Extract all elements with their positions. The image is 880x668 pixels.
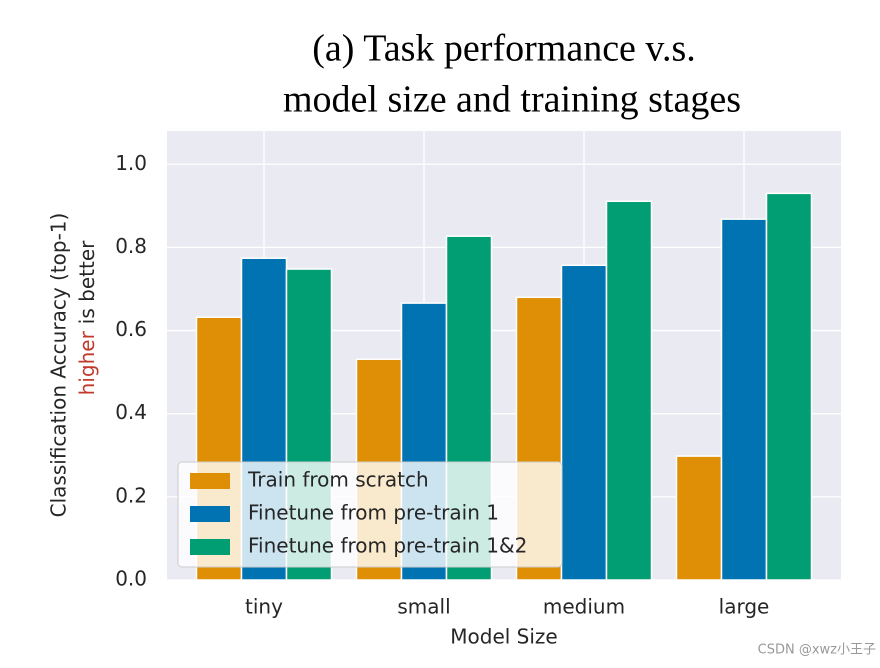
y-axis-label-rest: is better [75,240,99,324]
y-axis-label-highlight: higher [75,330,99,395]
legend-swatch [190,473,230,489]
x-tick-label: tiny [245,595,283,619]
y-tick-label: 1.0 [115,151,147,175]
chart-title: (a) Task performance v.s. [312,28,696,70]
bar [720,218,768,581]
x-tick-label: large [719,595,770,619]
legend-swatch [190,539,230,555]
y-tick-label: 0.2 [115,483,147,507]
y-axis-label: Classification Accuracy (top-1) [47,213,71,518]
legend-label: Finetune from pre-train 1 [248,501,499,525]
x-tick-label: small [397,595,450,619]
bar [605,200,653,581]
bar [765,192,813,581]
legend-swatch [190,506,230,522]
bar [675,455,723,581]
x-tick-label: medium [543,595,625,619]
y-axis-label: higher is better [75,240,99,395]
chart-title: model size and training stages [283,79,741,121]
y-tick-label: 0.6 [115,317,147,341]
legend: Train from scratch Finetune from pre-trai… [177,461,563,568]
legend-box [177,461,563,568]
bar [560,264,608,581]
legend-label: Finetune from pre-train 1&2 [248,534,527,558]
legend-label: Train from scratch [247,468,429,492]
watermark: CSDN @xwz小王子 [758,643,876,658]
y-tick-label: 0.8 [115,234,147,258]
y-tick-label: 0.0 [115,567,147,591]
x-axis-label: Model Size [450,625,557,649]
y-tick-label: 0.4 [115,400,147,424]
